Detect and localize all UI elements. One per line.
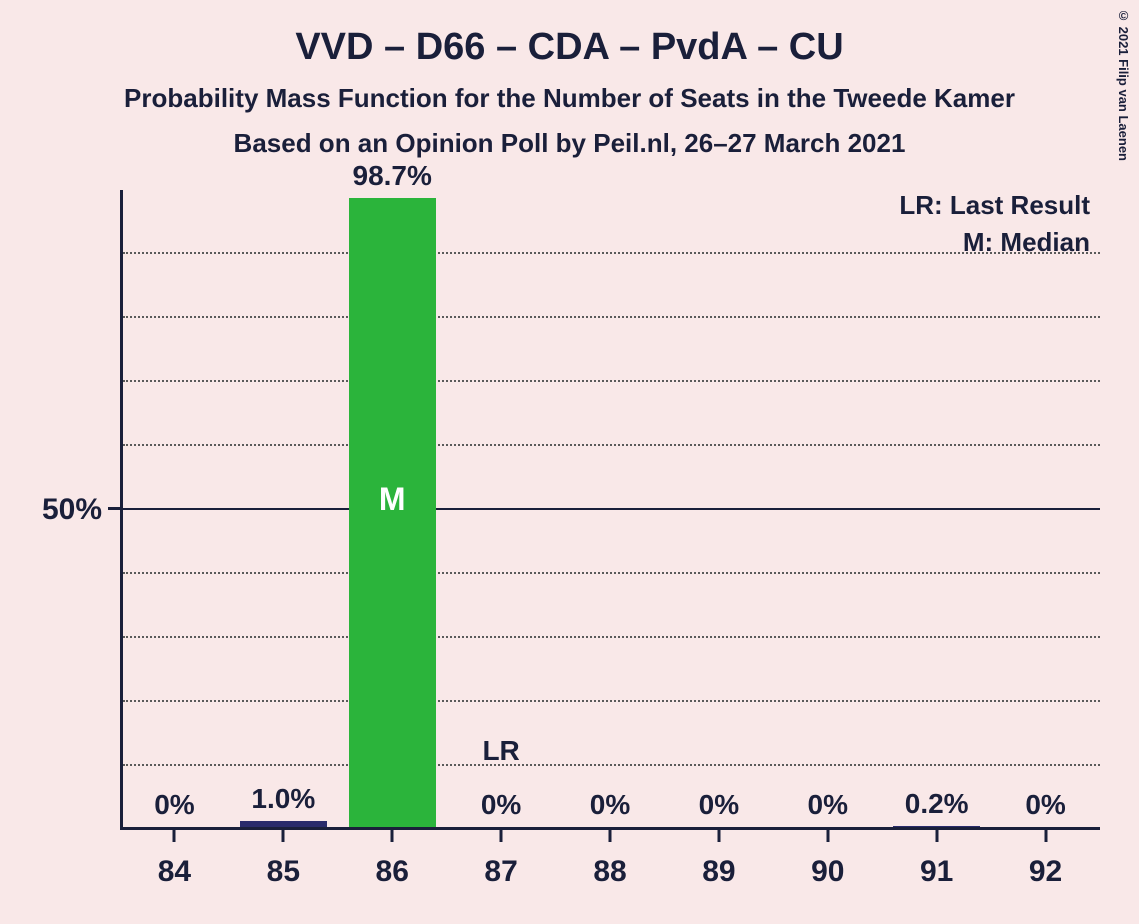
bar-slot: 0.2%91 — [882, 190, 991, 827]
y-tick-mark — [108, 507, 120, 510]
y-tick-label: 50% — [42, 493, 102, 527]
x-tick-label: 90 — [773, 855, 882, 889]
bars-container: 0%841.0%8598.7%M860%LR870%880%890%900.2%… — [120, 190, 1100, 827]
x-tick-mark — [826, 830, 829, 842]
x-tick-label: 92 — [991, 855, 1100, 889]
bar-slot: 0%92 — [991, 190, 1100, 827]
bar-value-label: 0% — [566, 789, 653, 821]
bar-value-label: 0% — [784, 789, 871, 821]
x-tick-mark — [282, 830, 285, 842]
x-tick-mark — [500, 830, 503, 842]
bar-value-label: 0% — [458, 789, 545, 821]
bar-slot: 98.7%M86 — [338, 190, 447, 827]
bar-value-label: 0% — [1002, 789, 1089, 821]
bar-value-label: 0% — [131, 789, 218, 821]
bar-value-label: 98.7% — [349, 160, 436, 192]
bar-value-label: 0% — [675, 789, 762, 821]
copyright-text: © 2021 Filip van Laenen — [1116, 8, 1131, 161]
bar-slot: 0%88 — [556, 190, 665, 827]
x-tick-label: 91 — [882, 855, 991, 889]
chart-subtitle2: Based on an Opinion Poll by Peil.nl, 26–… — [0, 128, 1139, 159]
bar-slot: 0%LR87 — [447, 190, 556, 827]
chart-subtitle: Probability Mass Function for the Number… — [0, 83, 1139, 114]
chart-plot-area: LR: Last Result M: Median 50% 0%841.0%85… — [120, 190, 1100, 830]
x-tick-label: 88 — [556, 855, 665, 889]
x-tick-mark — [935, 830, 938, 842]
bar: 1.0% — [240, 821, 327, 827]
bar-value-label: 0.2% — [893, 788, 980, 820]
bar-slot: 1.0%85 — [229, 190, 338, 827]
x-tick-mark — [173, 830, 176, 842]
bar-slot: 0%90 — [773, 190, 882, 827]
x-tick-label: 86 — [338, 855, 447, 889]
x-tick-label: 89 — [664, 855, 773, 889]
x-tick-label: 85 — [229, 855, 338, 889]
x-tick-mark — [717, 830, 720, 842]
bar-value-label: 1.0% — [240, 783, 327, 815]
chart-title: VVD – D66 – CDA – PvdA – CU — [0, 0, 1139, 69]
x-tick-label: 87 — [447, 855, 556, 889]
x-tick-label: 84 — [120, 855, 229, 889]
bar-slot: 0%84 — [120, 190, 229, 827]
x-tick-mark — [609, 830, 612, 842]
last-result-marker: LR — [482, 735, 519, 767]
x-tick-mark — [1044, 830, 1047, 842]
bar-slot: 0%89 — [664, 190, 773, 827]
median-marker: M — [349, 481, 436, 518]
bar: 98.7%M — [349, 198, 436, 827]
x-tick-mark — [391, 830, 394, 842]
bar: 0.2% — [893, 826, 980, 827]
